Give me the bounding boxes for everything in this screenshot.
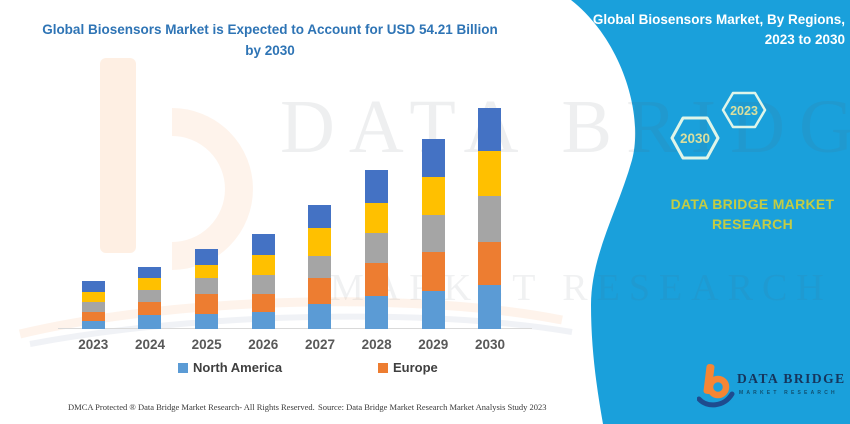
x-axis-label: 2025 <box>191 337 222 352</box>
x-axis-label: 2028 <box>361 337 392 352</box>
legend-swatch-icon <box>378 362 388 373</box>
bar-segment <box>138 266 162 278</box>
bar-segment <box>421 290 445 329</box>
bar-segment <box>478 242 502 285</box>
bar-segment <box>251 234 275 256</box>
bar-segment <box>421 177 445 215</box>
bar-segment <box>251 275 275 295</box>
bar-segment <box>478 151 502 197</box>
dbmr-logo: DATA BRIDGE MARKET RESEARCH <box>696 362 849 414</box>
x-axis-label: 2027 <box>304 337 335 352</box>
bar-segment <box>365 262 389 296</box>
hexagon-2030-label: 2030 <box>680 131 710 146</box>
bar-segment <box>251 294 275 312</box>
bar-segment <box>365 170 389 203</box>
bar-segment <box>478 284 502 329</box>
logo-subtext: MARKET RESEARCH <box>739 390 838 396</box>
hexagon-2023 <box>721 91 767 129</box>
bar-segment <box>195 293 219 314</box>
bar-segment <box>195 313 219 329</box>
bar-segment <box>138 289 162 302</box>
bar-segment <box>138 301 162 316</box>
logo-wordmark: DATA BRIDGE <box>737 371 846 386</box>
bar-segment <box>478 108 502 152</box>
bar-segment <box>251 255 275 276</box>
bar-segment <box>195 249 219 265</box>
x-axis-label: 2023 <box>78 337 109 352</box>
hexagon-2023-label: 2023 <box>730 104 758 118</box>
panel-title: Global Biosensors Market, By Regions, 20… <box>592 12 845 47</box>
bar-segment <box>81 281 105 292</box>
legend-label: North America <box>193 360 283 375</box>
bar-segment <box>308 277 332 305</box>
bar-segment <box>251 311 275 329</box>
bar-segment <box>81 301 105 312</box>
chart-title: Global Biosensors Market is Expected to … <box>42 22 498 58</box>
legend-item: North America <box>178 360 282 375</box>
bar-segment <box>478 196 502 243</box>
bar-segment <box>81 291 105 302</box>
bar-segment <box>365 202 389 233</box>
dbmr-logo-icon <box>696 363 735 408</box>
panel-brand-text: DATA BRIDGE MARKET RESEARCH <box>670 196 835 233</box>
footer-source-text: Source: Data Bridge Market Research Mark… <box>318 402 547 412</box>
bar-segment <box>308 227 332 257</box>
x-axis-label: 2030 <box>474 337 505 352</box>
bar-segment <box>421 252 445 291</box>
watermark-b-stem <box>100 58 136 253</box>
footer-dmca-text: DMCA Protected ® Data Bridge Market Rese… <box>68 402 315 412</box>
x-axis-label: 2026 <box>248 337 279 352</box>
watermark-b-bowl <box>171 108 253 270</box>
bar-segment <box>138 277 162 290</box>
x-axis-label: 2029 <box>418 337 449 352</box>
bar-segment <box>195 277 219 294</box>
x-axis-line <box>58 328 532 329</box>
bar-segment <box>308 205 332 228</box>
x-axis-label: 2024 <box>134 337 165 352</box>
legend-label: Europe <box>393 360 438 375</box>
bar-segment <box>138 315 162 329</box>
logo-swoosh <box>696 391 735 408</box>
bar-segment <box>308 256 332 278</box>
bar-segment <box>195 265 219 278</box>
bar-segment <box>308 304 332 329</box>
bar-segment <box>365 295 389 329</box>
logo-b-bowl <box>706 375 730 399</box>
legend-swatch-icon <box>178 362 188 373</box>
hexagon-2030 <box>670 116 720 160</box>
bar-segment <box>421 139 445 178</box>
bar-segment <box>81 311 105 321</box>
watermark-text-line2: MARKET RESEARCH <box>330 267 833 309</box>
bar-segment <box>81 320 105 329</box>
bar-segment <box>421 214 445 253</box>
watermark-logo-b <box>100 58 253 270</box>
bar-segment <box>365 232 389 263</box>
panel-shape <box>571 0 850 424</box>
legend-item: Europe <box>378 360 438 375</box>
